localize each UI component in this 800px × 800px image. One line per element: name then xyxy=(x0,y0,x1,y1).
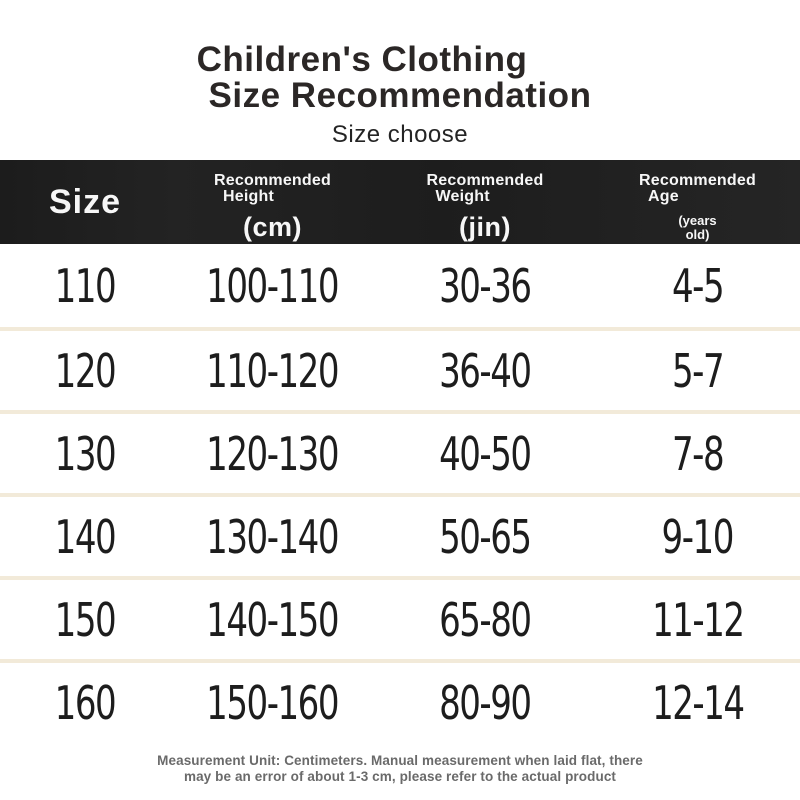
cell-height: 130-140 xyxy=(170,510,375,564)
page-subtitle: Size choose xyxy=(331,120,469,148)
table-row: 120 110-120 36-40 5-7 xyxy=(0,327,800,410)
height-value: 150-160 xyxy=(206,675,340,730)
age-header-line2: Age xyxy=(648,188,679,205)
table-header-row: Size Recommended Height (cm) Recommended… xyxy=(0,160,800,244)
cell-size: 160 xyxy=(0,676,170,730)
height-value: 100-110 xyxy=(206,258,340,313)
age-value: 9-10 xyxy=(661,509,735,564)
cell-age: 9-10 xyxy=(595,510,800,564)
weight-value: 40-50 xyxy=(439,426,532,481)
age-value: 4-5 xyxy=(671,258,725,313)
weight-value: 65-80 xyxy=(439,592,532,647)
height-value: 120-130 xyxy=(206,426,340,481)
cell-size: 110 xyxy=(0,259,170,313)
cell-height: 150-160 xyxy=(170,676,375,730)
height-header-line2: Height xyxy=(223,188,275,205)
cell-height: 140-150 xyxy=(170,593,375,647)
height-value: 140-150 xyxy=(206,592,340,647)
cell-weight: 50-65 xyxy=(375,510,595,564)
weight-value: 36-40 xyxy=(439,343,532,398)
age-value: 5-7 xyxy=(671,343,725,398)
cell-age: 4-5 xyxy=(595,259,800,313)
cell-weight: 65-80 xyxy=(375,593,595,647)
cell-height: 110-120 xyxy=(170,344,375,398)
weight-value: 30-36 xyxy=(439,258,532,313)
age-header-unit-line2: old) xyxy=(685,226,710,242)
height-header-line1: Recommended xyxy=(214,172,331,189)
measurement-note-line2: may be an error of about 1-3 cm, please … xyxy=(183,768,617,784)
page-title-line2: Size Recommendation xyxy=(208,76,592,116)
age-value: 11-12 xyxy=(651,592,745,647)
weight-header-line1: Recommended xyxy=(426,172,544,189)
table-row: 150 140-150 65-80 11-12 xyxy=(0,576,800,659)
height-header-label: Recommended Height xyxy=(214,173,331,205)
measurement-note-line1: Measurement Unit: Centimeters. Manual me… xyxy=(157,753,643,768)
cell-age: 12-14 xyxy=(595,676,800,730)
column-header-weight: Recommended Weight (jin) xyxy=(375,160,595,244)
column-header-age: Recommended Age (years old) xyxy=(595,160,800,244)
cell-age: 5-7 xyxy=(595,344,800,398)
cell-weight: 30-36 xyxy=(375,259,595,313)
weight-header-line2: Weight xyxy=(435,188,490,205)
weight-value: 80-90 xyxy=(439,675,532,730)
size-value: 140 xyxy=(54,509,117,564)
column-header-size: Size xyxy=(48,182,122,221)
table-row: 160 150-160 80-90 12-14 xyxy=(0,659,800,742)
size-value: 110 xyxy=(54,258,117,313)
cell-age: 7-8 xyxy=(595,427,800,481)
column-header-height: Recommended Height (cm) xyxy=(170,160,375,244)
age-header-unit-line1: (years xyxy=(678,213,717,228)
cell-age: 11-12 xyxy=(595,593,800,647)
height-header-unit: (cm) xyxy=(242,212,302,242)
size-value: 160 xyxy=(54,675,117,730)
weight-header-label: Recommended Weight xyxy=(427,173,544,205)
cell-weight: 36-40 xyxy=(375,344,595,398)
age-header-label: Recommended Age xyxy=(639,173,756,205)
height-value: 110-120 xyxy=(206,343,340,398)
table-row: 130 120-130 40-50 7-8 xyxy=(0,410,800,493)
measurement-note: Measurement Unit: Centimeters. Manual me… xyxy=(0,753,800,785)
cell-size: 120 xyxy=(0,344,170,398)
table-row: 140 130-140 50-65 9-10 xyxy=(0,493,800,576)
weight-value: 50-65 xyxy=(439,509,532,564)
size-value: 120 xyxy=(54,343,117,398)
size-value: 130 xyxy=(54,426,117,481)
cell-height: 100-110 xyxy=(170,259,375,313)
age-header-line1: Recommended xyxy=(639,172,756,189)
cell-weight: 40-50 xyxy=(375,427,595,481)
age-value: 7-8 xyxy=(671,426,725,481)
table-row: 110 100-110 30-36 4-5 xyxy=(0,244,800,327)
age-header-unit: (years old) xyxy=(678,214,716,241)
size-table: Size Recommended Height (cm) Recommended… xyxy=(0,160,800,742)
weight-header-unit: (jin) xyxy=(459,212,511,242)
cell-size: 130 xyxy=(0,427,170,481)
height-value: 130-140 xyxy=(206,509,340,564)
page-header: Children's Clothing Size Recommendation … xyxy=(0,0,800,148)
cell-size: 150 xyxy=(0,593,170,647)
cell-height: 120-130 xyxy=(170,427,375,481)
cell-size: 140 xyxy=(0,510,170,564)
size-value: 150 xyxy=(54,592,117,647)
page-title-line1: Children's Clothing xyxy=(196,40,528,79)
age-value: 12-14 xyxy=(651,675,745,730)
cell-weight: 80-90 xyxy=(375,676,595,730)
